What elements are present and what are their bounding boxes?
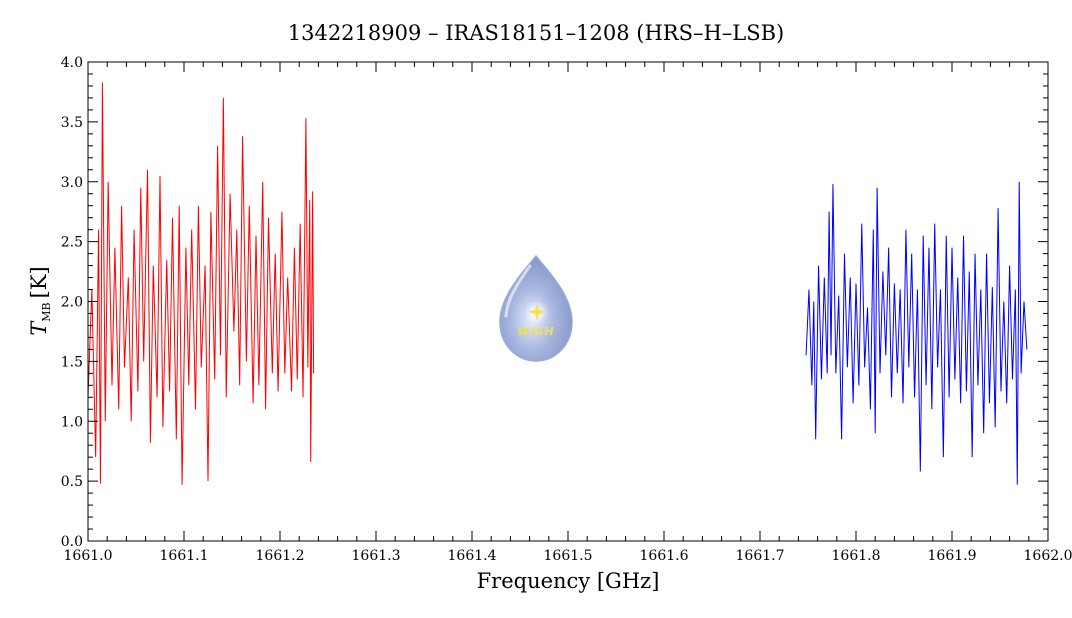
x-tick-label: 1661.4: [448, 548, 497, 564]
x-tick-label: 1662.0: [1024, 548, 1072, 564]
x-tick-label: 1661.7: [736, 548, 785, 564]
y-axis-label-subscript: MB: [40, 302, 53, 321]
x-tick-label: 1661.3: [352, 548, 401, 564]
x-tick-label: 1661.9: [928, 548, 977, 564]
svg-text:TMB[K]: TMB [K]: [27, 266, 53, 335]
y-tick-label: 4.0: [61, 55, 83, 71]
x-tick-label: 1661.2: [256, 548, 305, 564]
y-tick-label: 0.5: [61, 474, 83, 490]
chart-title: 1342218909 – IRAS18151–1208 (HRS–H–LSB): [288, 21, 785, 45]
y-tick-label: 2.0: [61, 295, 83, 311]
y-tick-label: 0.0: [61, 534, 83, 550]
x-axis-label: Frequency [GHz]: [477, 569, 660, 593]
star-icon: [528, 303, 546, 321]
x-tick-label: 1661.8: [832, 548, 881, 564]
y-axis-label: TMB [K]: [27, 266, 53, 335]
y-tick-label: 3.5: [61, 115, 83, 131]
y-tick-label: 2.5: [61, 235, 83, 251]
y-tick-label: 1.0: [61, 414, 83, 430]
y-tick-label: 1.5: [61, 354, 83, 370]
x-tick-label: 1661.5: [544, 548, 593, 564]
spectrum-series-1: [87, 82, 315, 485]
y-tick-label: 3.0: [61, 175, 83, 191]
wish-logo: WISH: [499, 254, 573, 362]
wish-logo-text: WISH: [517, 325, 554, 338]
series-layer: [87, 82, 1028, 485]
x-tick-label: 1661.0: [64, 548, 113, 564]
spectrum-series-2: [805, 181, 1028, 485]
axes-layer: 1661.0 1661.1 1661.2 1661.3 1661.4 1661.5 1661…: [61, 55, 1072, 564]
y-axis-label-symbol: T: [27, 320, 51, 336]
x-tick-label: 1661.1: [160, 548, 209, 564]
x-tick-label: 1661.6: [640, 548, 689, 564]
y-axis-label-unit: [K]: [27, 266, 51, 298]
